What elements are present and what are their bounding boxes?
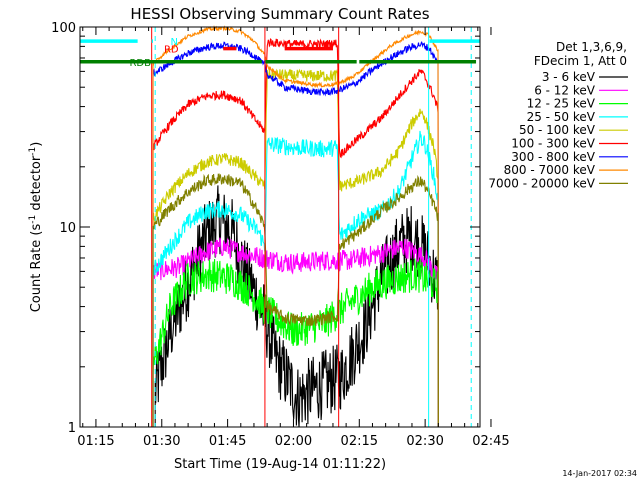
legend-entry-4: 50 - 100 keV xyxy=(519,123,596,137)
x-tick-label-4: 02:15 xyxy=(341,434,378,449)
legend-entry-6: 300 - 800 keV xyxy=(511,150,595,164)
y-axis-label-main: Count Rate (s xyxy=(29,224,44,313)
x-tick-label-6: 02:45 xyxy=(472,434,509,449)
flag-bars: N RDB RD xyxy=(80,37,480,69)
series-line-7 xyxy=(152,25,439,428)
y-axis-label-sup2: -1 xyxy=(28,147,38,156)
legend-entry-3: 25 - 50 keV xyxy=(527,110,596,124)
vertical-markers xyxy=(151,27,472,427)
x-axis-ticks: 01:15 01:30 01:45 02:00 02:15 02:30 02:45 xyxy=(77,27,510,449)
series-line-4 xyxy=(152,68,439,428)
legend-entry-1: 6 - 12 keV xyxy=(534,83,596,97)
legend-entry-0: 3 - 6 keV xyxy=(542,70,596,84)
legend-header-line-1: Det 1,3,6,9, xyxy=(556,40,627,54)
series-line-8 xyxy=(152,173,439,428)
y-axis-label: Count Rate (s-1 detector-1) xyxy=(28,142,44,313)
y-axis-label-sup1: -1 xyxy=(28,215,38,224)
legend-header-line-2: FDecim 1, Att 0 xyxy=(534,54,627,68)
x-axis-label: Start Time (19-Aug-14 01:11:22) xyxy=(174,457,386,472)
y-tick-label-2: 100 xyxy=(51,21,76,36)
x-tick-label-3: 02:00 xyxy=(275,434,312,449)
series-line-2 xyxy=(152,258,439,428)
flag-label-0: N xyxy=(171,37,178,48)
footer-timestamp: 14-Jan-2017 02:34 xyxy=(562,469,637,478)
series-layer xyxy=(152,25,439,428)
series-line-6 xyxy=(152,41,439,428)
legend-entry-5: 100 - 300 keV xyxy=(511,137,595,151)
x-tick-label-2: 01:45 xyxy=(209,434,246,449)
series-line-5 xyxy=(152,38,439,428)
y-axis-label-end: ) xyxy=(29,142,44,147)
y-axis-label-mid: detector xyxy=(29,155,44,215)
x-tick-label-0: 01:15 xyxy=(77,434,114,449)
flag-label-2: RD xyxy=(164,45,179,56)
y-axis-ticks: 1 10 100 xyxy=(51,21,480,436)
legend: Det 1,3,6,9, FDecim 1, Att 0 3 - 6 keV6 … xyxy=(488,40,628,190)
flag-label-1: RDB xyxy=(129,58,151,69)
legend-entry-8: 7000 - 20000 keV xyxy=(488,176,595,190)
x-tick-label-5: 02:30 xyxy=(406,434,443,449)
legend-entry-7: 800 - 7000 keV xyxy=(504,163,596,177)
legend-entry-2: 12 - 25 keV xyxy=(527,97,596,111)
chart-title: HESSI Observing Summary Count Rates xyxy=(130,5,429,23)
series-line-1 xyxy=(152,237,439,428)
y-tick-label-1: 10 xyxy=(59,221,76,236)
y-tick-label-0: 1 xyxy=(68,421,76,436)
x-tick-label-1: 01:30 xyxy=(143,434,180,449)
